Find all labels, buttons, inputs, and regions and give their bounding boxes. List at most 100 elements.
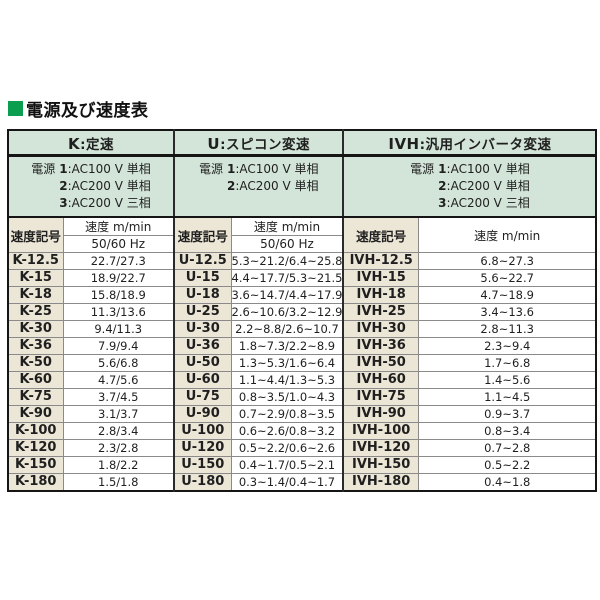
speed-header-u: 速度 m/min bbox=[230, 216, 344, 236]
code-cell-ivh: IVH-15 bbox=[342, 269, 419, 287]
code-cell-k: K-75 bbox=[7, 388, 64, 406]
value-cell-u: 2.6~10.6/3.2~12.9 bbox=[230, 303, 344, 321]
sub-header-row-bottom: 50/60 Hz 50/60 Hz bbox=[8, 235, 596, 253]
table-row: K-75 3.7/4.5 U-75 0.8~3.5/1.0~4.3 IVH-75… bbox=[7, 388, 597, 406]
value-cell-u: 0.8~3.5/1.0~4.3 bbox=[230, 388, 344, 406]
code-cell-u: U-180 bbox=[173, 473, 232, 492]
code-cell-ivh: IVH-36 bbox=[342, 337, 419, 355]
hz-header-k: 50/60 Hz bbox=[62, 235, 175, 253]
value-cell-u: 1.1~4.4/1.3~5.3 bbox=[230, 371, 344, 389]
power-cell-u: 電源 1:AC100 V 単相 2:AC200 V 単相 bbox=[172, 155, 344, 218]
code-cell-ivh: IVH-30 bbox=[342, 320, 419, 338]
value-cell-k: 7.9/9.4 bbox=[62, 337, 175, 355]
value-cell-u: 0.7~2.9/0.8~3.5 bbox=[230, 405, 344, 423]
value-cell-ivh: 1.4~5.6 bbox=[417, 371, 597, 389]
code-cell-u: U-30 bbox=[173, 320, 232, 338]
table-row: K-25 11.3/13.6 U-25 2.6~10.6/3.2~12.9 IV… bbox=[7, 303, 597, 321]
table-row: K-100 2.8/3.4 U-100 0.6~2.6/0.8~3.2 IVH-… bbox=[7, 422, 597, 440]
value-cell-u: 5.3~21.2/6.4~25.8 bbox=[230, 252, 344, 270]
code-cell-ivh: IVH-100 bbox=[342, 422, 419, 440]
value-cell-u: 2.2~8.8/2.6~10.7 bbox=[230, 320, 344, 338]
power-line: 2:AC200 V 単相 bbox=[226, 179, 319, 194]
code-cell-u: U-12.5 bbox=[173, 252, 232, 270]
value-cell-u: 1.3~5.3/1.6~6.4 bbox=[230, 354, 344, 372]
section-title-text: 電源及び速度表 bbox=[26, 101, 149, 121]
value-cell-k: 2.8/3.4 bbox=[62, 422, 175, 440]
code-cell-k: K-50 bbox=[7, 354, 64, 372]
speed-header-k: 速度 m/min bbox=[62, 216, 175, 236]
table-row: K-150 1.8/2.2 U-150 0.4~1.7/0.5~2.1 IVH-… bbox=[7, 456, 597, 474]
code-cell-k: K-100 bbox=[7, 422, 64, 440]
value-cell-ivh: 3.4~13.6 bbox=[417, 303, 597, 321]
code-cell-u: U-150 bbox=[173, 456, 232, 474]
value-cell-k: 18.9/22.7 bbox=[62, 269, 175, 287]
value-cell-ivh: 5.6~22.7 bbox=[417, 269, 597, 287]
group-header-k: K:定速 bbox=[7, 129, 175, 157]
code-cell-ivh: IVH-18 bbox=[342, 286, 419, 304]
code-header-ivh: 速度記号 bbox=[342, 216, 419, 253]
value-cell-u: 0.4~1.7/0.5~2.1 bbox=[230, 456, 344, 474]
code-header-u: 速度記号 bbox=[173, 216, 232, 253]
value-cell-ivh: 0.9~3.7 bbox=[417, 405, 597, 423]
value-cell-u: 0.6~2.6/0.8~3.2 bbox=[230, 422, 344, 440]
code-cell-u: U-100 bbox=[173, 422, 232, 440]
power-line: 3:AC200 V 三相 bbox=[59, 196, 151, 211]
code-cell-u: U-50 bbox=[173, 354, 232, 372]
code-cell-ivh: IVH-25 bbox=[342, 303, 419, 321]
speed-header-ivh: 速度 m/min bbox=[417, 216, 597, 253]
value-cell-k: 15.8/18.9 bbox=[62, 286, 175, 304]
group-header-u: U:スピコン変速 bbox=[172, 129, 344, 157]
code-cell-k: K-150 bbox=[7, 456, 64, 474]
value-cell-k: 3.7/4.5 bbox=[62, 388, 175, 406]
power-line: 1:AC100 V 単相 bbox=[59, 162, 151, 176]
hz-header-u: 50/60 Hz bbox=[230, 235, 344, 253]
value-cell-ivh: 2.8~11.3 bbox=[417, 320, 597, 338]
code-cell-u: U-60 bbox=[173, 371, 232, 389]
power-line: 3:AC200 V 三相 bbox=[438, 196, 530, 211]
value-cell-u: 4.4~17.7/5.3~21.5 bbox=[230, 269, 344, 287]
code-cell-k: K-60 bbox=[7, 371, 64, 389]
value-cell-ivh: 0.8~3.4 bbox=[417, 422, 597, 440]
value-cell-ivh: 0.4~1.8 bbox=[417, 473, 597, 492]
code-cell-k: K-25 bbox=[7, 303, 64, 321]
value-cell-ivh: 0.5~2.2 bbox=[417, 456, 597, 474]
value-cell-ivh: 2.3~9.4 bbox=[417, 337, 597, 355]
code-cell-ivh: IVH-50 bbox=[342, 354, 419, 372]
code-cell-u: U-18 bbox=[173, 286, 232, 304]
code-cell-k: K-12.5 bbox=[7, 252, 64, 270]
power-line: 2:AC200 V 単相 bbox=[438, 179, 530, 194]
table-row: K-30 9.4/11.3 U-30 2.2~8.8/2.6~10.7 IVH-… bbox=[7, 320, 597, 338]
table-row: K-12.5 22.7/27.3 U-12.5 5.3~21.2/6.4~25.… bbox=[7, 252, 597, 270]
table-row: K-50 5.6/6.8 U-50 1.3~5.3/1.6~6.4 IVH-50… bbox=[7, 354, 597, 372]
value-cell-ivh: 1.1~4.5 bbox=[417, 388, 597, 406]
table-row: K-15 18.9/22.7 U-15 4.4~17.7/5.3~21.5 IV… bbox=[7, 269, 597, 287]
code-cell-k: K-90 bbox=[7, 405, 64, 423]
power-line: 1:AC100 V 単相 bbox=[226, 162, 319, 176]
table-row: K-120 2.3/2.8 U-120 0.5~2.2/0.6~2.6 IVH-… bbox=[7, 439, 597, 457]
power-label: 電源 bbox=[31, 162, 56, 176]
power-label: 電源 bbox=[198, 162, 223, 176]
value-cell-u: 1.8~7.3/2.2~8.9 bbox=[230, 337, 344, 355]
code-cell-u: U-120 bbox=[173, 439, 232, 457]
table-row: K-18 15.8/18.9 U-18 3.6~14.7/4.4~17.9 IV… bbox=[7, 286, 597, 304]
code-header-k: 速度記号 bbox=[7, 216, 64, 253]
value-cell-k: 2.3/2.8 bbox=[62, 439, 175, 457]
value-cell-k: 11.3/13.6 bbox=[62, 303, 175, 321]
code-cell-ivh: IVH-60 bbox=[342, 371, 419, 389]
code-cell-ivh: IVH-150 bbox=[342, 456, 419, 474]
value-cell-k: 3.1/3.7 bbox=[62, 405, 175, 423]
code-cell-ivh: IVH-12.5 bbox=[342, 252, 419, 270]
value-cell-u: 0.5~2.2/0.6~2.6 bbox=[230, 439, 344, 457]
code-cell-k: K-18 bbox=[7, 286, 64, 304]
table-row: K-180 1.5/1.8 U-180 0.3~1.4/0.4~1.7 IVH-… bbox=[7, 473, 597, 492]
power-cell-k: 電源 1:AC100 V 単相 2:AC200 V 単相 3:AC200 V 三… bbox=[7, 155, 175, 218]
power-label: 電源 bbox=[410, 162, 435, 176]
code-cell-u: U-25 bbox=[173, 303, 232, 321]
table-row: K-90 3.1/3.7 U-90 0.7~2.9/0.8~3.5 IVH-90… bbox=[7, 405, 597, 423]
code-cell-k: K-36 bbox=[7, 337, 64, 355]
sub-header-row-top: 速度記号 速度 m/min 速度記号 速度 m/min 速度記号 速度 m/mi… bbox=[7, 216, 597, 253]
green-square-bullet-icon bbox=[8, 101, 23, 116]
value-cell-k: 22.7/27.3 bbox=[62, 252, 175, 270]
value-cell-k: 1.8/2.2 bbox=[62, 456, 175, 474]
